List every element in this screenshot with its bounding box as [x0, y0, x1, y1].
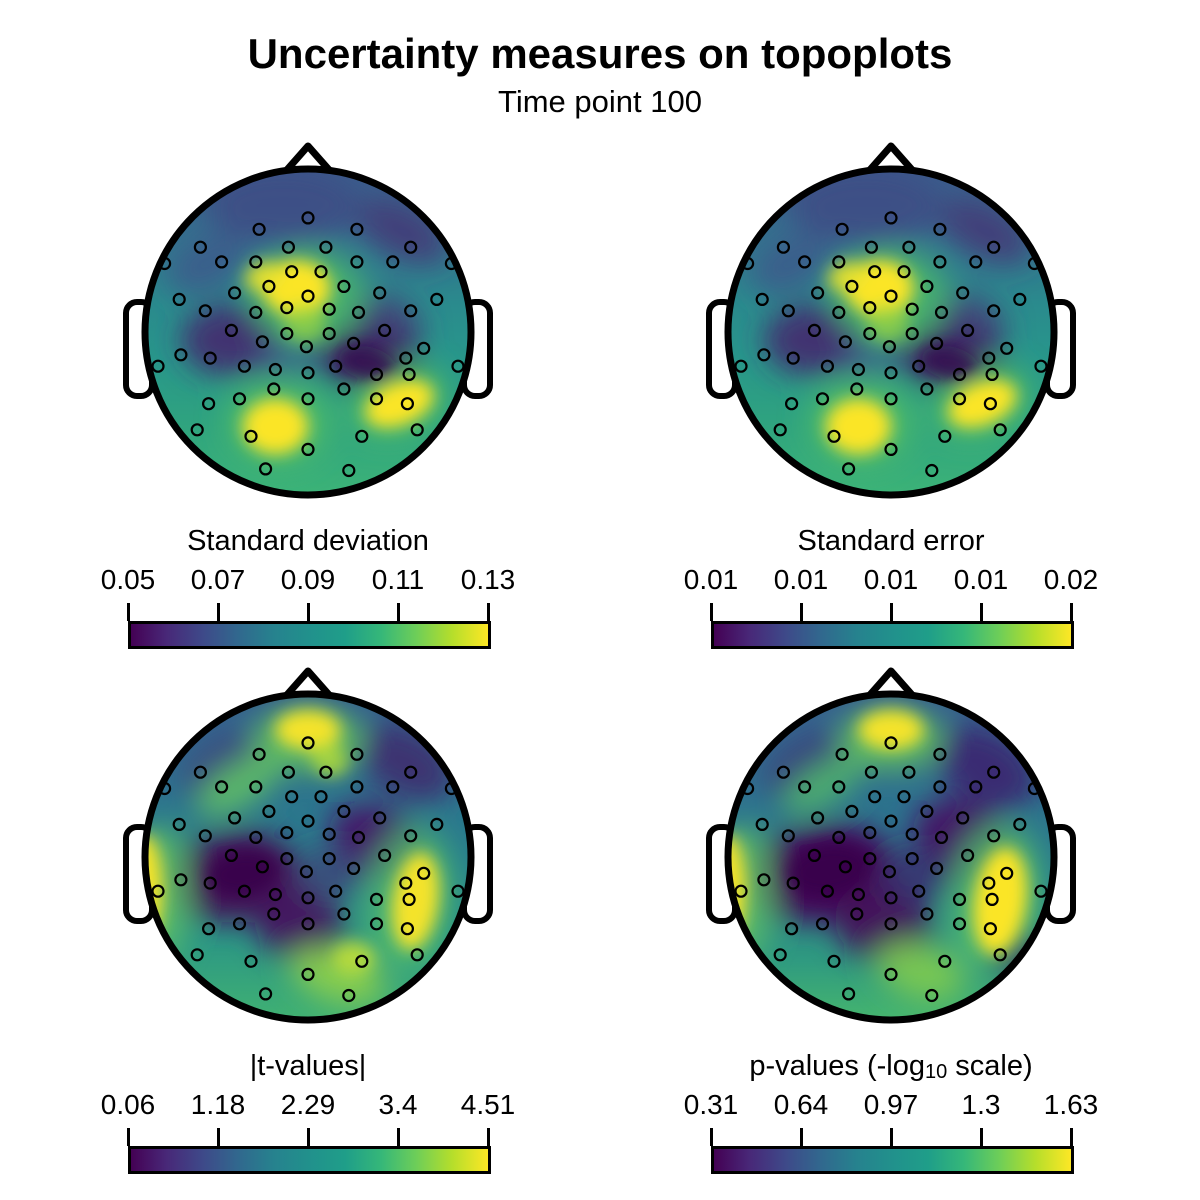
topoplot-p-values [681, 647, 1101, 1067]
electrode-markers [151, 211, 465, 478]
electrode-markers [734, 211, 1048, 478]
panel-p-values: p-values (-log10 scale) 0.31 0.64 0.97 1.3 1… [681, 647, 1101, 1200]
colorbar-tick-mark [1070, 1128, 1073, 1146]
colorbar-tick-marks [681, 603, 1101, 621]
colorbar-tick-label: 3.4 [378, 1089, 418, 1120]
colorbar-tick-mark [307, 603, 310, 621]
scalp-field [145, 169, 471, 495]
head-outline [724, 690, 1058, 1024]
colorbar-tick-mark [397, 1128, 400, 1146]
colorbar-tick-mark [890, 1128, 893, 1146]
colorbar-tick-labels: 0.05 0.07 0.09 0.11 0.13 [98, 564, 518, 598]
colorbar-tick-label: 0.01 [683, 564, 739, 595]
colorbar-gradient [711, 621, 1074, 649]
colorbar-tick-label: 0.64 [773, 1089, 829, 1120]
colorbar-tick-label: 0.01 [773, 564, 829, 595]
topoplot-t-values [98, 647, 518, 1067]
colorbar-title: Standard error [797, 525, 985, 557]
colorbar-tick-label: 0.11 [371, 564, 425, 595]
scalp-field [145, 694, 471, 1020]
head-outline [141, 690, 475, 1024]
colorbar-tick-mark [800, 603, 803, 621]
colorbar-tick-label: 0.09 [280, 564, 336, 595]
colorbar-title: p-values (-log10 scale) [749, 1050, 1033, 1083]
colorbar-tick-label: 0.06 [100, 1089, 156, 1120]
colorbar-tick-mark [980, 1128, 983, 1146]
colorbar-tick-mark [307, 1128, 310, 1146]
colorbar-tick-mark [710, 603, 713, 621]
panel-t-values: |t-values| 0.06 1.18 2.29 3.4 4.51 [98, 647, 518, 1200]
colorbar-tick-labels: 0.01 0.01 0.01 0.01 0.02 [681, 564, 1101, 598]
colorbar-tick-label: 0.07 [190, 564, 246, 595]
head-outline [141, 165, 475, 499]
colorbar-tick-label: 0.13 [460, 564, 516, 595]
colorbar-gradient [711, 1146, 1074, 1174]
colorbar-tick-mark [217, 1128, 220, 1146]
colorbar-tick-mark [1070, 603, 1073, 621]
topoplot-svg [706, 142, 1076, 499]
topoplot-svg [123, 667, 493, 1024]
colorbar-tick-mark [487, 1128, 490, 1146]
colorbar-tick-label: 0.31 [683, 1089, 739, 1120]
colorbar-tick-marks [98, 1128, 518, 1146]
figure-title: Uncertainty measures on topoplots [247, 30, 953, 77]
colorbar-tick-mark [980, 603, 983, 621]
colorbar-tick-mark [217, 603, 220, 621]
colorbar-tick-mark [127, 603, 130, 621]
colorbar-tick-marks [681, 1128, 1101, 1146]
colorbar-title: Standard deviation [187, 525, 429, 557]
colorbar-tick-label: 1.3 [961, 1089, 1001, 1120]
colorbar-tick-mark [890, 603, 893, 621]
colorbar-tick-label: 0.02 [1043, 564, 1099, 595]
colorbar-tick-mark [487, 603, 490, 621]
colorbar-tick-label: 0.97 [863, 1089, 919, 1120]
colorbar-tick-mark [397, 603, 400, 621]
colorbar-tick-mark [800, 1128, 803, 1146]
colorbar-tick-label: 0.05 [100, 564, 156, 595]
figure-subtitle: Time point 100 [498, 84, 702, 119]
electrode-markers [734, 736, 1048, 1003]
topoplot-standard-error [681, 122, 1101, 542]
colorbar-tick-labels: 0.06 1.18 2.29 3.4 4.51 [98, 1089, 518, 1123]
colorbar-tick-mark [127, 1128, 130, 1146]
topoplot-standard-deviation [98, 122, 518, 542]
colorbar-tick-label: 0.01 [863, 564, 919, 595]
colorbar-tick-labels: 0.31 0.64 0.97 1.3 1.63 [681, 1089, 1101, 1123]
topoplot-svg [123, 142, 493, 499]
topoplot-svg [706, 667, 1076, 1024]
panel-standard-error: Standard error 0.01 0.01 0.01 0.01 0.02 [681, 122, 1101, 682]
colorbar-tick-label: 4.51 [460, 1089, 516, 1120]
colorbar-tick-label: 1.18 [190, 1089, 246, 1120]
scalp-field [728, 694, 1054, 1020]
colorbar-tick-mark [710, 1128, 713, 1146]
colorbar-tick-label: 0.01 [953, 564, 1009, 595]
colorbar-tick-marks [98, 603, 518, 621]
colorbar-title: |t-values| [249, 1050, 367, 1082]
colorbar-tick-label: 1.63 [1043, 1089, 1099, 1120]
electrode-markers [151, 736, 465, 1003]
colorbar-gradient [128, 621, 491, 649]
head-outline [724, 165, 1058, 499]
colorbar-tick-label: 2.29 [280, 1089, 336, 1120]
panel-standard-deviation: Standard deviation 0.05 0.07 0.09 0.11 0.13 [98, 122, 518, 682]
scalp-field [728, 169, 1054, 495]
colorbar-gradient [128, 1146, 491, 1174]
